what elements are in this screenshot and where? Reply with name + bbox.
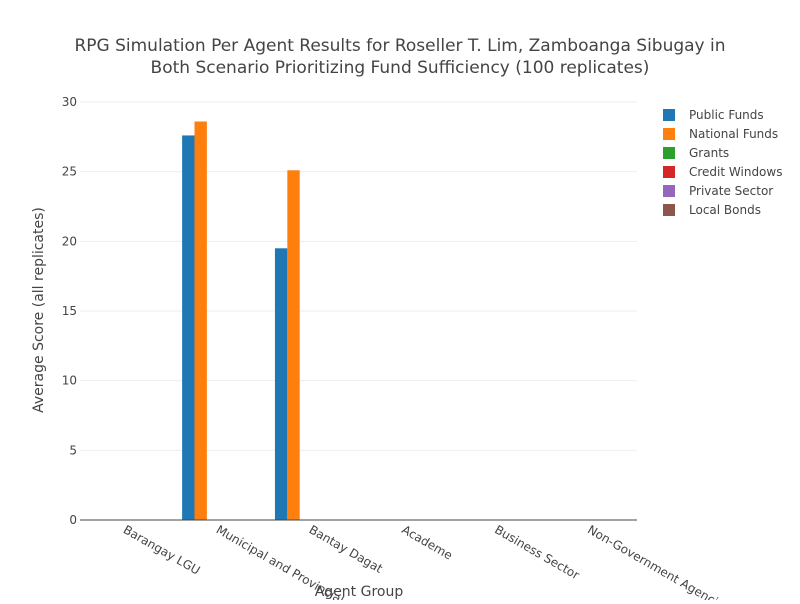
chart-title-line-2: Both Scenario Prioritizing Fund Sufficie… xyxy=(151,58,650,78)
legend-label: Private Sector xyxy=(689,184,773,198)
legend-label: Grants xyxy=(689,146,729,160)
y-tick-label: 5 xyxy=(69,443,77,457)
x-tick-labels: Barangay LGU Municipal and ProvincialBant… xyxy=(121,522,732,604)
legend-swatch xyxy=(663,185,675,197)
legend[interactable]: Public Funds National Funds Grants Credit W… xyxy=(663,108,782,217)
x-tick-label: Bantay Dagat xyxy=(307,522,386,575)
y-tick-label: 30 xyxy=(62,95,77,109)
legend-label: Local Bonds xyxy=(689,203,761,217)
bars xyxy=(182,121,300,521)
legend-swatch xyxy=(663,128,675,140)
bar xyxy=(274,248,288,521)
legend-swatch xyxy=(663,109,675,121)
bar xyxy=(287,170,300,521)
y-tick-label: 20 xyxy=(62,234,77,248)
x-tick-label: Business Sector xyxy=(492,522,582,582)
x-axis-label: Agent Group xyxy=(315,584,404,600)
bar xyxy=(194,121,207,521)
y-tick-label: 15 xyxy=(62,304,77,318)
chart-title-line-1: RPG Simulation Per Agent Results for Ros… xyxy=(74,36,725,56)
legend-item[interactable]: Local Bonds xyxy=(663,203,761,217)
y-axis-label: Average Score (all replicates) xyxy=(31,207,47,413)
legend-item[interactable]: Grants xyxy=(663,146,729,160)
legend-swatch xyxy=(663,204,675,216)
legend-label: National Funds xyxy=(689,127,778,141)
legend-label: Credit Windows xyxy=(689,165,782,179)
y-tick-labels: 0 5 10 15 20 25 30 xyxy=(62,95,77,527)
legend-swatch xyxy=(663,166,675,178)
y-tick-label: 10 xyxy=(62,374,77,388)
y-tick-label: 25 xyxy=(62,165,77,179)
x-tick-label: Barangay LGU xyxy=(121,522,203,577)
legend-item[interactable]: Private Sector xyxy=(663,184,773,198)
legend-item[interactable]: National Funds xyxy=(663,127,778,141)
x-tick-label: Academe xyxy=(399,522,455,562)
x-tick-label: Non-Government Agencies xyxy=(585,522,732,600)
legend-item[interactable]: Public Funds xyxy=(663,108,764,122)
legend-swatch xyxy=(663,147,675,159)
bar xyxy=(182,135,195,520)
y-tick-label: 0 xyxy=(69,513,77,527)
gridlines xyxy=(80,101,637,451)
legend-item[interactable]: Credit Windows xyxy=(663,165,782,179)
legend-label: Public Funds xyxy=(689,108,764,122)
